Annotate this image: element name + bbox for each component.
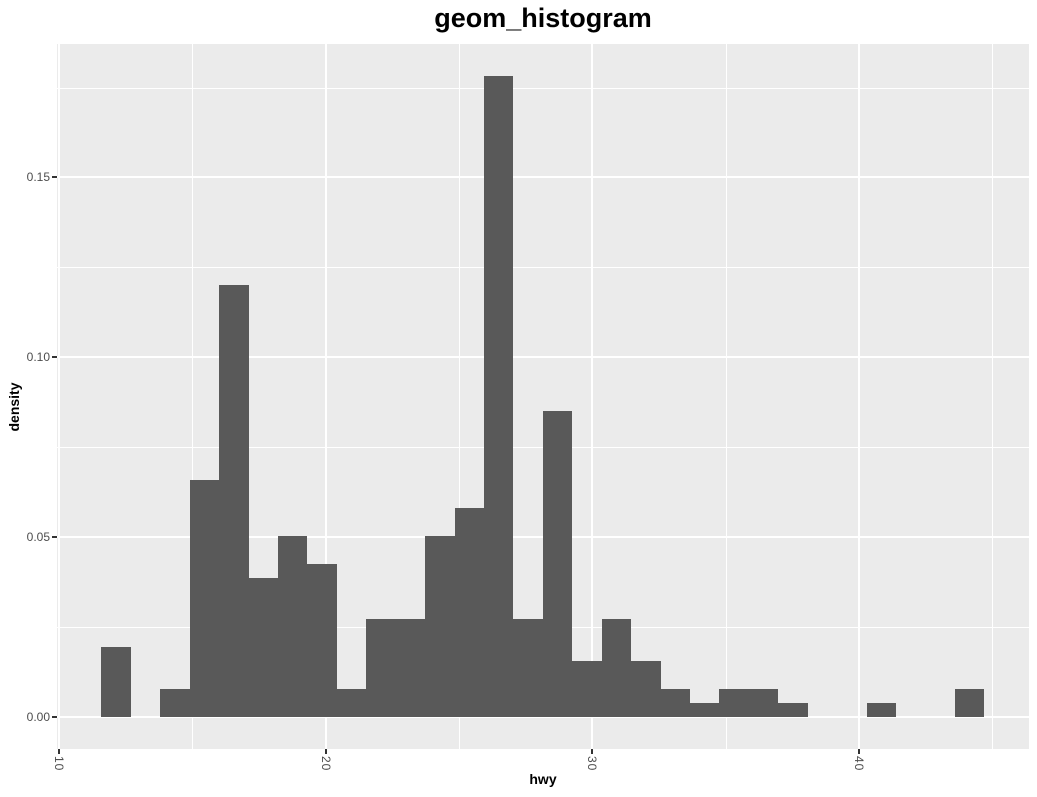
x-tick-mark: [325, 749, 327, 754]
histogram-bar: [601, 619, 632, 717]
histogram-bar: [336, 689, 367, 717]
gridline-x-major: [858, 44, 860, 749]
y-tick-mark: [52, 716, 57, 718]
histogram-bar: [101, 647, 131, 717]
gridline-x-minor: [726, 44, 727, 749]
x-tick-label: 30: [585, 756, 599, 772]
histogram-bar: [425, 535, 455, 717]
histogram-bar: [366, 619, 396, 717]
x-tick-mark: [591, 749, 593, 754]
histogram-bar: [719, 689, 749, 717]
x-tick-label: 20: [319, 756, 333, 772]
plot-panel: [57, 44, 1029, 749]
histogram-bar: [160, 689, 190, 717]
x-axis-title: hwy: [529, 771, 557, 787]
histogram-bar: [631, 661, 661, 717]
x-tick-mark: [858, 749, 860, 754]
gridline-y-major: [57, 356, 1029, 358]
gridline-y-major: [57, 176, 1029, 178]
x-tick-label: 40: [852, 756, 866, 772]
histogram-bar: [307, 563, 337, 717]
gridline-y-minor: [57, 88, 1029, 89]
y-tick-label: 0.10: [26, 350, 50, 364]
y-tick-label: 0.15: [26, 170, 50, 184]
histogram-bar: [866, 703, 896, 717]
histogram-bar: [454, 508, 484, 717]
plot-title: geom_histogram: [434, 3, 652, 33]
histogram-bar: [748, 689, 779, 717]
gridline-x-major: [325, 44, 327, 749]
x-tick-mark: [58, 749, 60, 754]
y-tick-label: 0.00: [26, 710, 50, 724]
gridline-x-major: [58, 44, 60, 749]
histogram-bar: [248, 577, 278, 717]
y-tick-label: 0.05: [26, 530, 50, 544]
y-tick-mark: [52, 176, 57, 178]
histogram-bar: [513, 619, 543, 717]
gridline-x-minor: [992, 44, 993, 749]
y-axis-title: density: [6, 382, 22, 432]
histogram-bar: [395, 619, 426, 717]
gridline-x-minor: [459, 44, 460, 749]
histogram-bar: [219, 285, 249, 717]
histogram-bar: [572, 661, 602, 717]
gridline-y-major: [57, 716, 1029, 718]
gridline-y-minor: [57, 267, 1029, 268]
histogram-bar: [778, 703, 808, 717]
histogram-bar: [542, 410, 573, 717]
y-tick-mark: [52, 356, 57, 358]
histogram-bar: [660, 689, 690, 717]
histogram-bar: [277, 535, 308, 717]
gridline-x-major: [591, 44, 593, 749]
histogram-bar: [189, 480, 220, 717]
histogram-bar: [689, 703, 720, 717]
x-tick-label: 10: [52, 756, 66, 772]
y-tick-mark: [52, 536, 57, 538]
histogram-bar: [954, 689, 985, 717]
gridline-x-minor: [192, 44, 193, 749]
histogram-bar: [483, 76, 514, 717]
